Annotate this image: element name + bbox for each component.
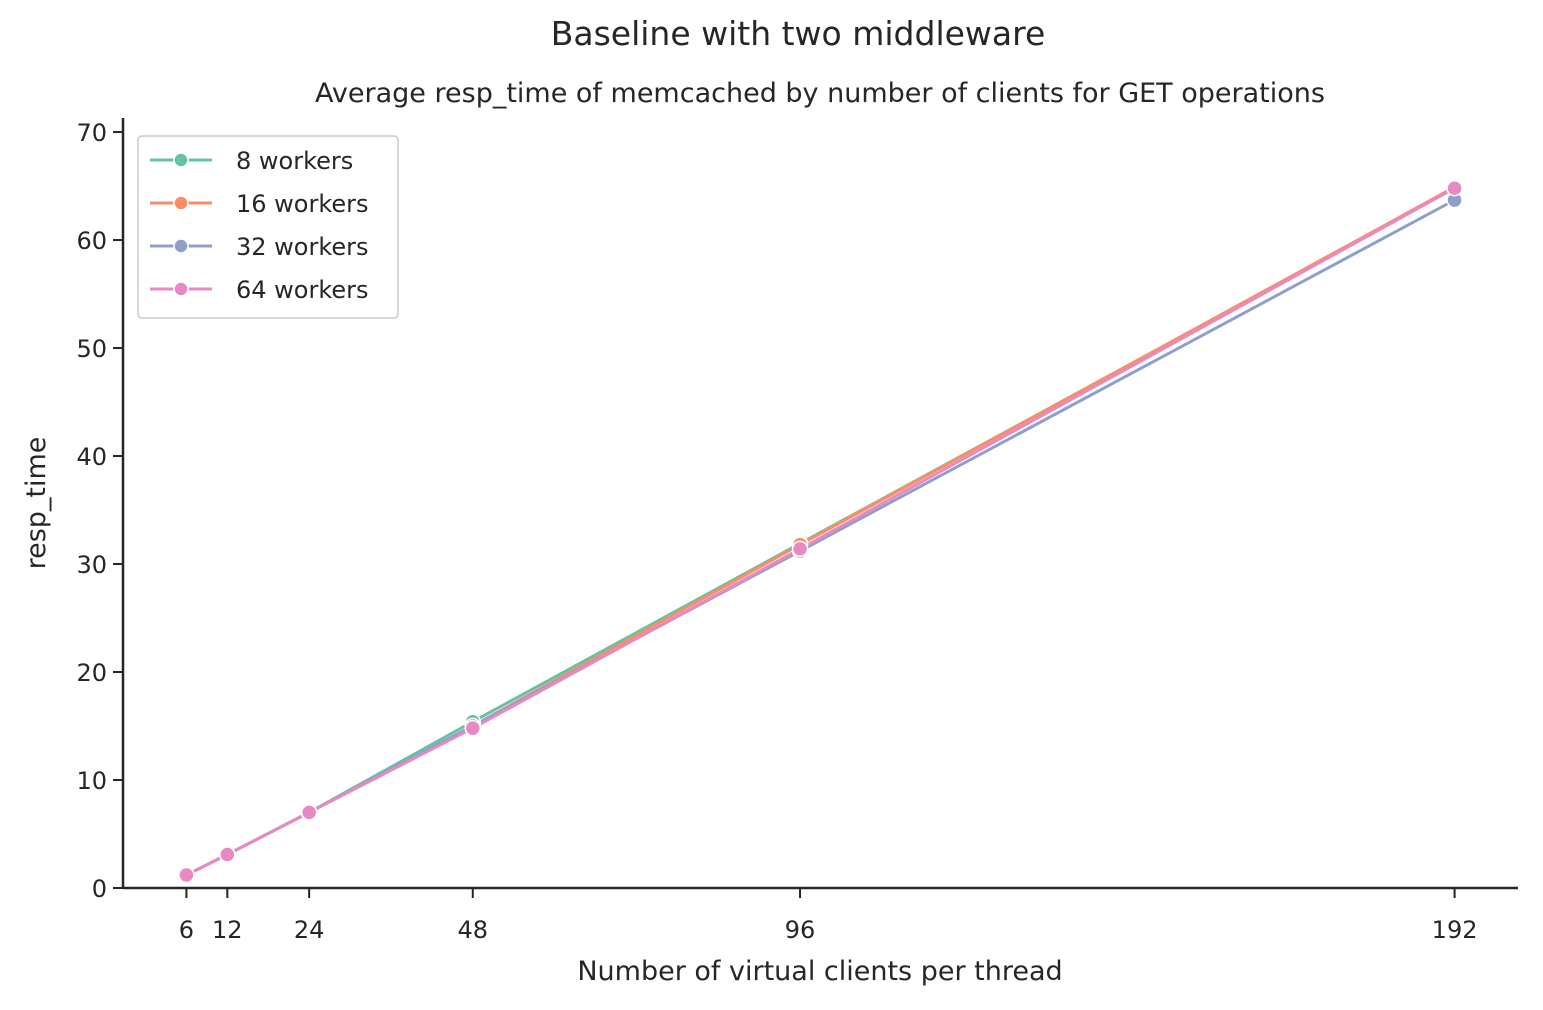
y-ticks: 0 10 20 30 40 50 60 70 bbox=[76, 119, 123, 903]
x-ticks: 6 12 24 48 96 192 bbox=[179, 888, 1478, 944]
legend-label: 16 workers bbox=[236, 190, 369, 218]
axes-layer bbox=[121, 118, 1518, 890]
legend-swatch-marker bbox=[173, 281, 189, 297]
y-tick-label: 20 bbox=[76, 659, 107, 687]
y-tick-label: 30 bbox=[76, 551, 107, 579]
y-tick-label: 0 bbox=[92, 875, 107, 903]
legend: 8 workers 16 workers 32 workers 64 workers bbox=[137, 135, 399, 319]
series-point-3 bbox=[1446, 179, 1463, 197]
x-axis-label: Number of virtual clients per thread bbox=[577, 956, 1062, 987]
y-tick-label: 60 bbox=[76, 227, 107, 255]
y-tick-label: 50 bbox=[76, 335, 107, 363]
x-tick-label: 12 bbox=[212, 916, 243, 944]
legend-frame bbox=[137, 135, 399, 319]
legend-label: 8 workers bbox=[236, 147, 353, 175]
series-point-3 bbox=[464, 719, 482, 737]
figure-suptitle: Baseline with two middleware bbox=[550, 14, 1046, 53]
legend-items: 8 workers 16 workers 32 workers 64 workers bbox=[150, 147, 369, 304]
legend-swatch-marker bbox=[173, 195, 189, 211]
series-point-3 bbox=[178, 866, 195, 884]
series-point-3 bbox=[300, 804, 318, 821]
series-point-3 bbox=[791, 540, 809, 558]
legend-label: 64 workers bbox=[236, 276, 369, 304]
y-tick-label: 40 bbox=[76, 443, 107, 471]
y-tick-label: 10 bbox=[76, 767, 107, 795]
y-axis-label: resp_time bbox=[21, 437, 52, 570]
x-tick-label: 96 bbox=[785, 916, 816, 944]
legend-swatch-marker bbox=[173, 152, 189, 168]
series-layer bbox=[178, 178, 1463, 884]
chart-title: Average resp_time of memcached by number… bbox=[315, 78, 1325, 109]
y-tick-label: 70 bbox=[76, 119, 107, 147]
x-tick-label: 6 bbox=[179, 916, 194, 944]
legend-swatch-marker bbox=[173, 238, 189, 254]
x-tick-label: 24 bbox=[294, 916, 325, 944]
x-tick-label: 48 bbox=[457, 916, 488, 944]
legend-label: 32 workers bbox=[236, 233, 369, 261]
series-point-3 bbox=[219, 846, 236, 863]
x-tick-label: 192 bbox=[1432, 916, 1478, 944]
